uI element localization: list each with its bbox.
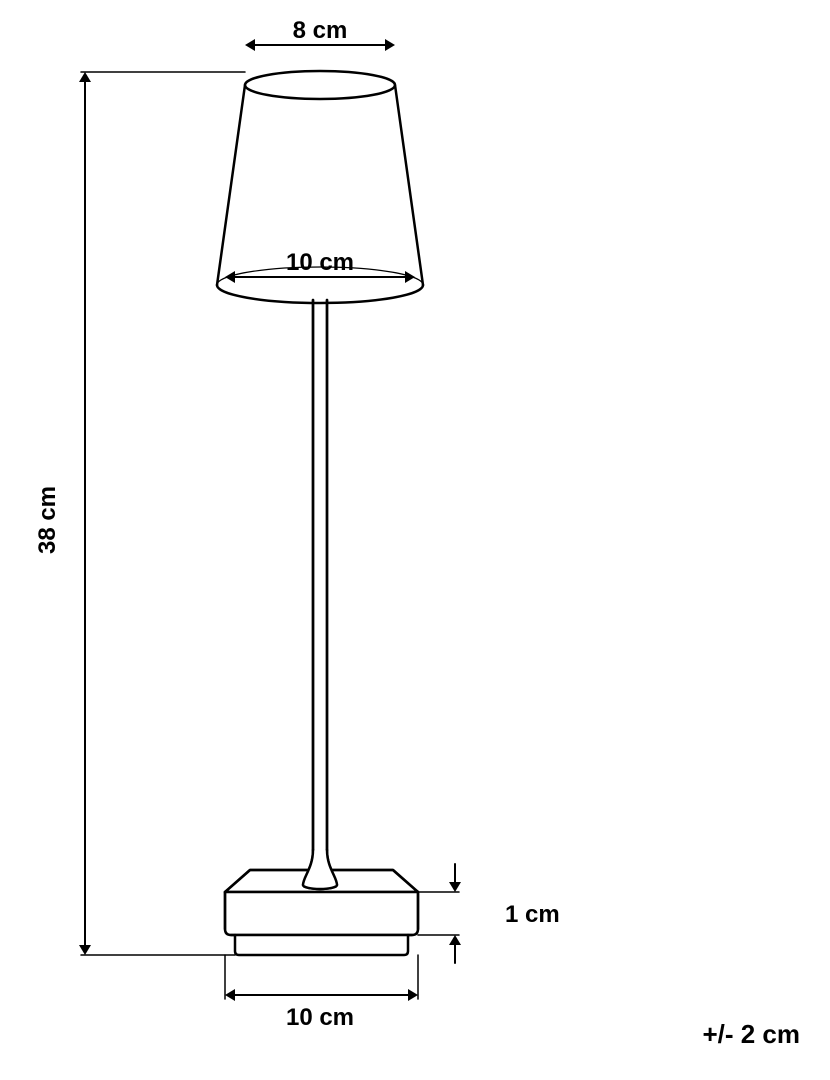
svg-text:1 cm: 1 cm (505, 901, 560, 928)
tolerance-label: +/- 2 cm (702, 1019, 800, 1050)
svg-text:8 cm: 8 cm (293, 17, 348, 44)
svg-text:38 cm: 38 cm (34, 486, 61, 554)
svg-text:10 cm: 10 cm (286, 249, 354, 276)
svg-text:10 cm: 10 cm (286, 1004, 354, 1031)
lamp-dimension-drawing: 8 cm 10 cm 38 cm 10 cm 1 cm (0, 0, 830, 1080)
